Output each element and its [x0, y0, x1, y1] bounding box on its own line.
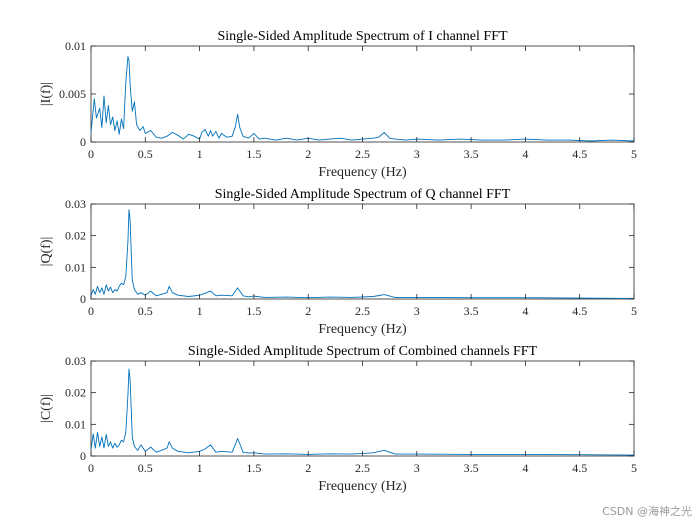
series-line-q — [90, 209, 635, 299]
x-tick-label: 3.5 — [464, 304, 479, 318]
y-tick-label: 0.01 — [65, 39, 86, 53]
y-axis-label: |Q(f)| — [39, 237, 54, 267]
x-tick-label: 0.5 — [138, 461, 153, 475]
x-tick-label: 3 — [414, 304, 420, 318]
x-tick-label: 4.5 — [572, 304, 587, 318]
x-tick-label: 3 — [414, 461, 420, 475]
plot-title: Single-Sided Amplitude Spectrum of Q cha… — [215, 187, 511, 202]
y-tick-label: 0.02 — [65, 386, 86, 400]
x-tick-label: 5 — [631, 147, 637, 161]
y-tick-label: 0.03 — [65, 197, 86, 211]
subplot-3: 0 0.5 1 1.5 2 2.5 3 3.5 4 4.5 5 0 0.01 0.02 0.03 Single… — [39, 344, 637, 494]
x-tick-label: 1.5 — [246, 461, 261, 475]
y-tick-label: 0.03 — [65, 354, 86, 368]
y-tick-label: 0 — [80, 449, 86, 463]
x-tick-label: 4 — [522, 147, 528, 161]
x-tick-label: 3.5 — [464, 147, 479, 161]
watermark: CSDN @海神之光 — [602, 505, 692, 518]
x-tick-label: 0.5 — [138, 147, 153, 161]
y-axis-label: |C(f)| — [39, 394, 54, 423]
x-tick-label: 3.5 — [464, 461, 479, 475]
y-tick-label: 0 — [80, 135, 86, 149]
x-tick-label: 1 — [197, 461, 203, 475]
series-line-combined — [90, 368, 635, 456]
x-tick-label: 2.5 — [355, 147, 370, 161]
subplot-2: 0 0.5 1 1.5 2 2.5 3 3.5 4 4.5 5 0 0.01 0.02 0.03 Single… — [39, 187, 637, 337]
x-tick-label: 5 — [631, 461, 637, 475]
x-tick-label: 5 — [631, 304, 637, 318]
x-axis-label: Frequency (Hz) — [318, 479, 407, 494]
x-tick-label: 1 — [197, 147, 203, 161]
x-axis-label: Frequency (Hz) — [318, 165, 407, 180]
x-tick-label: 4.5 — [572, 147, 587, 161]
x-tick-label: 0 — [88, 461, 94, 475]
x-tick-label: 1.5 — [246, 304, 261, 318]
plot-title: Single-Sided Amplitude Spectrum of Combi… — [188, 344, 538, 359]
x-tick-label: 2 — [305, 461, 311, 475]
x-tick-label: 4 — [522, 461, 528, 475]
plot-area — [90, 45, 635, 143]
x-tick-label: 4 — [522, 304, 528, 318]
series-line-i — [90, 56, 635, 142]
y-tick-label: 0.02 — [65, 229, 86, 243]
y-tick-label: 0.01 — [65, 260, 86, 274]
y-axis-label: |I(f)| — [39, 82, 54, 106]
y-tick-label: 0.01 — [65, 417, 86, 431]
x-tick-label: 1 — [197, 304, 203, 318]
plot-title: Single-Sided Amplitude Spectrum of I cha… — [217, 29, 508, 44]
x-tick-label: 4.5 — [572, 461, 587, 475]
plot-area — [90, 203, 635, 300]
x-tick-label: 2 — [305, 304, 311, 318]
x-tick-label: 0.5 — [138, 304, 153, 318]
x-tick-label: 2.5 — [355, 461, 370, 475]
y-tick-label: 0 — [80, 292, 86, 306]
x-tick-label: 2.5 — [355, 304, 370, 318]
y-tick-label: 0.005 — [59, 87, 86, 101]
subplot-1: 0 0.5 1 1.5 2 2.5 3 3.5 4 4.5 5 0 0.005 0.01 Single-Si… — [39, 29, 637, 180]
x-tick-label: 0 — [88, 304, 94, 318]
x-tick-label: 3 — [414, 147, 420, 161]
plot-area — [90, 360, 635, 457]
x-tick-label: 2 — [305, 147, 311, 161]
x-axis-label: Frequency (Hz) — [318, 322, 407, 337]
x-tick-label: 0 — [88, 147, 94, 161]
x-tick-label: 1.5 — [246, 147, 261, 161]
